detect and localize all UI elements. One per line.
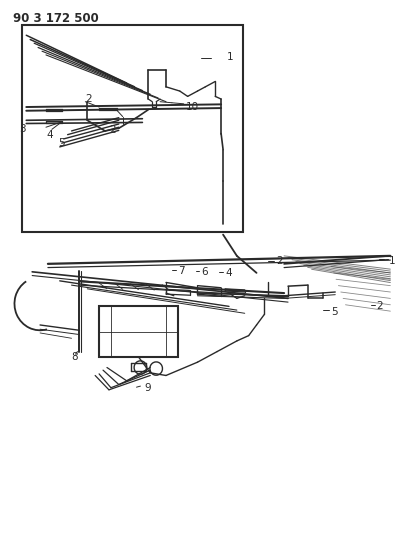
Text: 5: 5	[331, 306, 338, 317]
Text: 2: 2	[377, 301, 383, 311]
Text: 6: 6	[201, 267, 208, 277]
Text: 8: 8	[71, 352, 78, 362]
Text: 3: 3	[19, 124, 26, 134]
Text: 10: 10	[186, 102, 199, 112]
Bar	[99, 306, 178, 357]
Text: 1: 1	[227, 52, 234, 61]
Text: 1: 1	[388, 256, 395, 266]
Text: 5: 5	[58, 138, 64, 148]
Text: 2: 2	[85, 94, 92, 104]
Text: 2: 2	[109, 125, 116, 135]
Bar	[22, 25, 243, 232]
Text: 9: 9	[145, 383, 151, 393]
Text: 7: 7	[178, 266, 185, 276]
Text: 4: 4	[225, 268, 232, 278]
Text: 4: 4	[46, 130, 52, 140]
Text: 2: 2	[276, 256, 283, 266]
Text: 90 3 172 500: 90 3 172 500	[12, 12, 98, 26]
